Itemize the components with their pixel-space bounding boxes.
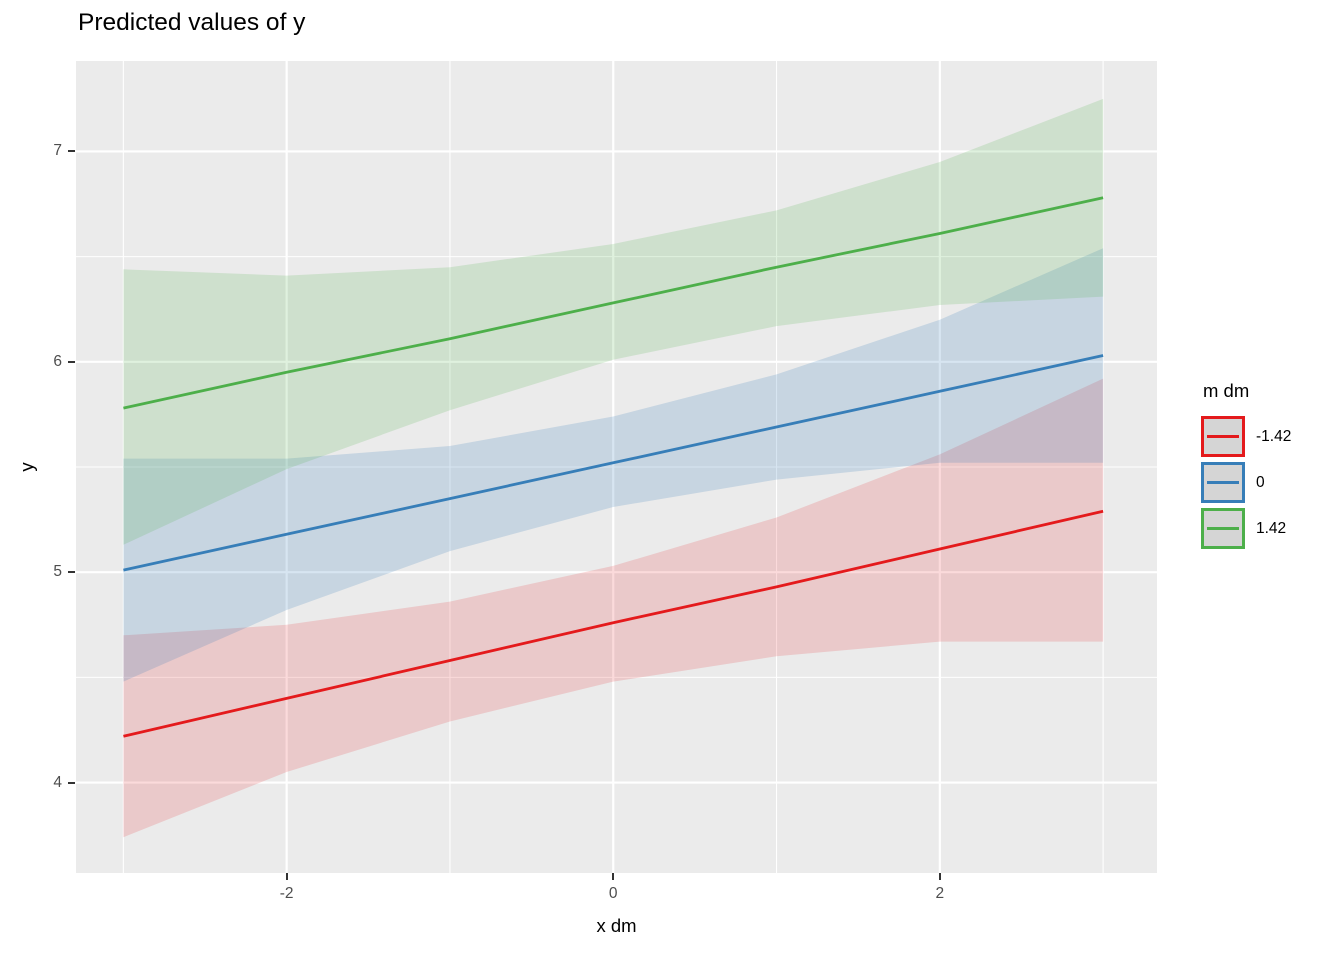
x-tick-label: 0: [608, 885, 618, 902]
y-axis-title: y: [16, 462, 37, 472]
legend-key-swatch: [1201, 416, 1245, 457]
legend-key-swatch: [1201, 508, 1245, 549]
x-tick-mark: [938, 873, 941, 880]
legend-item: 0: [1201, 462, 1291, 503]
x-axis-title: x dm: [596, 915, 637, 936]
legend-label: -1.42: [1256, 427, 1292, 445]
legend: m dm -1.42 0 1.42: [1201, 380, 1291, 554]
ci-ribbon: [123, 98, 1104, 545]
plot-panel: [76, 61, 1157, 873]
plot-canvas: [76, 61, 1157, 873]
plot-title: Predicted values of y: [78, 9, 306, 36]
y-tick-mark: [68, 571, 75, 574]
legend-label: 0: [1256, 473, 1265, 491]
y-tick-mark: [68, 360, 75, 363]
legend-title: m dm: [1203, 380, 1250, 401]
y-tick-label: 7: [53, 142, 62, 160]
x-tick-label: -2: [279, 885, 294, 902]
y-tick-mark: [68, 150, 75, 153]
legend-key-line: [1207, 527, 1239, 530]
prediction-line: [123, 354, 1104, 572]
y-tick-mark: [68, 781, 75, 784]
legend-key-line: [1207, 435, 1239, 438]
ci-ribbon: [123, 248, 1104, 682]
x-tick-mark: [285, 873, 288, 880]
legend-key-swatch: [1201, 462, 1245, 503]
y-tick-label: 5: [53, 563, 62, 581]
x-tick-mark: [612, 873, 615, 880]
prediction-line: [123, 509, 1104, 738]
legend-item: 1.42: [1201, 508, 1291, 549]
legend-label: 1.42: [1256, 519, 1287, 537]
x-tick-label: 2: [935, 885, 945, 902]
y-tick-label: 4: [53, 773, 62, 791]
prediction-line: [123, 196, 1104, 410]
legend-item: -1.42: [1201, 416, 1291, 457]
legend-key-line: [1207, 481, 1239, 484]
ci-ribbon: [123, 378, 1104, 838]
y-tick-label: 6: [53, 352, 62, 370]
